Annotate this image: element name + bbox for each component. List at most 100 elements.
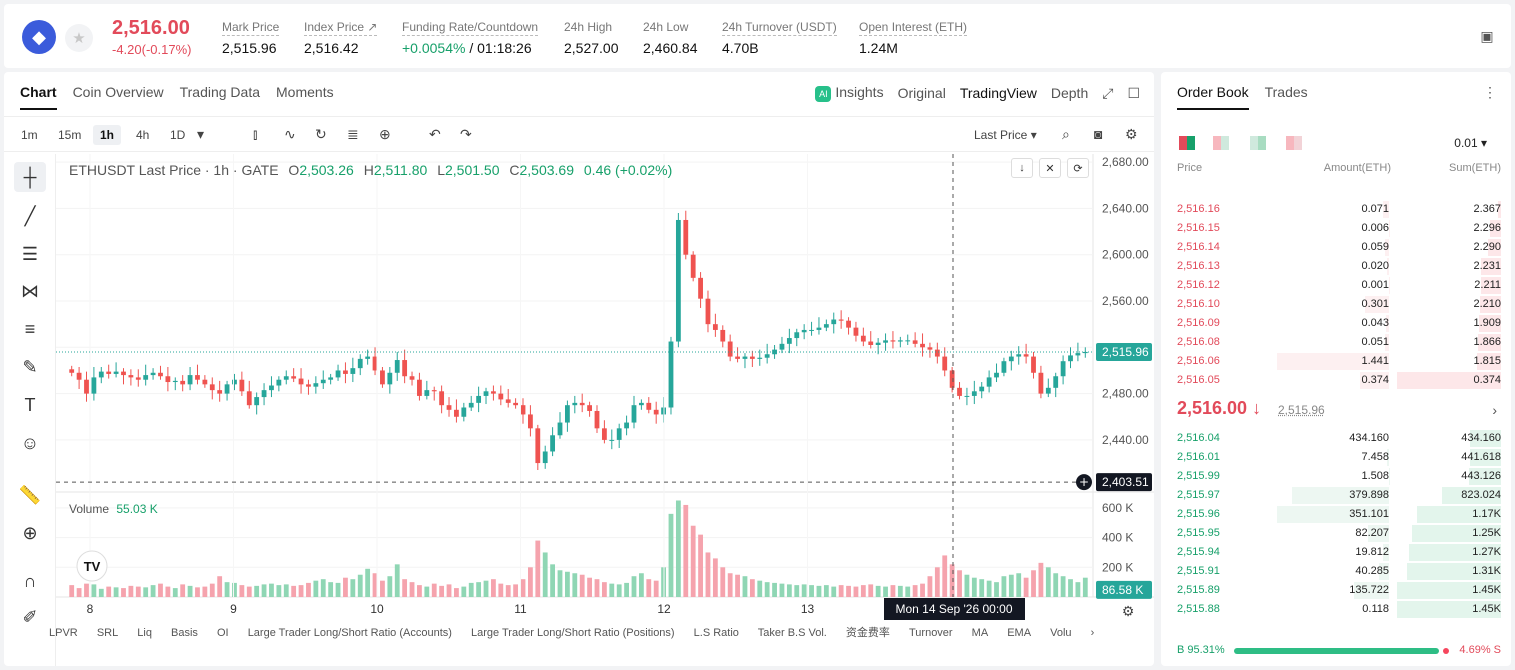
stat-index-price: Index Price ↗ 2,516.42 [304,18,378,56]
bid-sum: 1.31K [1472,565,1501,577]
indicator-item[interactable]: MA [971,627,989,639]
ask-row[interactable]: 2,516.15 0.006 2.296 [1161,219,1511,238]
tab-tradingview[interactable]: TradingView [959,85,1037,101]
indicator-item[interactable]: 资金费率 [845,627,890,639]
tab-coin-overview[interactable]: Coin Overview [72,84,164,100]
crosshair-icon[interactable]: ┼ [14,162,46,192]
fullscreen-icon[interactable]: ☐ [1127,84,1140,101]
horizontal-lines-icon[interactable]: ☰ [21,243,39,264]
indicator-item[interactable]: SRL [96,627,119,639]
tab-moments[interactable]: Moments [276,84,334,100]
gear-icon[interactable]: ⚙ [1125,126,1138,142]
pattern-icon[interactable]: ⋈ [21,280,39,301]
stat-label[interactable]: Funding Rate/Countdown [402,20,539,36]
more-menu-icon[interactable]: ⋮ [1483,84,1497,100]
stat-label[interactable]: Index Price ↗ [304,20,378,36]
notebook-icon[interactable]: ▣ [1480,27,1494,44]
ask-row[interactable]: 2,516.06 1.441 1.815 [1161,352,1511,371]
chevron-right-icon[interactable]: › [1090,627,1095,639]
download-icon[interactable]: ↓ [1011,158,1033,178]
stat-label[interactable]: 24h Turnover (USDT) [722,20,837,36]
bid-row[interactable]: 2,515.91 40.285 1.31K [1161,562,1511,581]
collapse-icon[interactable]: ✕ [1039,158,1061,178]
tab-depth[interactable]: Depth [1050,85,1089,101]
refresh-icon[interactable]: ⟳ [1067,158,1089,178]
bid-row[interactable]: 2,515.88 0.118 1.45K [1161,600,1511,619]
bid-row[interactable]: 2,515.94 19.812 1.27K [1161,543,1511,562]
bid-row[interactable]: 2,515.95 82.207 1.25K [1161,524,1511,543]
fib-icon[interactable]: ≡ [24,318,36,339]
crosshair-time-tag [884,598,1025,620]
ask-row[interactable]: 2,516.13 0.020 2.231 [1161,257,1511,276]
bid-row[interactable]: 2,516.01 7.458 441.618 [1161,448,1511,467]
indicator-item[interactable]: L.S Ratio [693,627,739,639]
bid-row[interactable]: 2,515.97 379.898 823.024 [1161,486,1511,505]
timeframe-dropdown-icon[interactable]: ▾ [197,126,205,142]
indicator-item[interactable]: LPVR [49,627,78,639]
asks-view-icon[interactable] [1213,136,1229,150]
ask-row[interactable]: 2,516.09 0.043 1.909 [1161,314,1511,333]
tab-chart[interactable]: Chart [20,84,57,110]
tab-trades[interactable]: Trades [1264,84,1308,100]
ask-row[interactable]: 2,516.12 0.001 2.211 [1161,276,1511,295]
tab-trading-data[interactable]: Trading Data [179,84,261,100]
replay-icon[interactable]: ↻ [315,126,327,142]
chart-area[interactable]: 8 9 10 11 12 13 2,680.00 2,640.00 2,600.00 2,560.… [56,154,1154,666]
tab-order-book[interactable]: Order Book [1177,84,1249,110]
ask-row[interactable]: 2,516.10 0.301 2.210 [1161,295,1511,314]
ask-row[interactable]: 2,516.14 0.059 2.290 [1161,238,1511,257]
add-alert-icon[interactable]: ⊕ [379,126,391,142]
undo-icon[interactable]: ↶ [429,126,441,142]
insights-button[interactable]: AI Insights [815,84,884,102]
bid-row[interactable]: 2,515.89 135.722 1.45K [1161,581,1511,600]
trendline-icon[interactable]: ╱ [24,205,36,226]
tf-15m[interactable]: 15m [58,128,82,142]
precision-selector[interactable]: 0.01 ▾ [1454,136,1487,150]
brush-icon[interactable]: ✎ [22,356,38,377]
magnet-icon[interactable]: ∩ [23,570,37,591]
indicator-item[interactable]: Taker B.S Vol. [757,627,827,639]
candle-body [853,327,859,336]
templates-icon[interactable]: ≣ [347,126,359,142]
ask-row[interactable]: 2,516.05 0.374 0.374 [1161,371,1511,390]
chevron-right-icon[interactable]: › [1492,402,1497,418]
tab-original[interactable]: Original [897,85,946,101]
candle-type-icon[interactable]: ⫾ [253,126,258,142]
bids-view-icon[interactable] [1250,136,1266,150]
sells-only-view-icon[interactable] [1286,136,1302,150]
ask-row[interactable]: 2,516.08 0.051 1.866 [1161,333,1511,352]
indicator-item[interactable]: Volu [1050,627,1072,639]
search-icon[interactable]: ⌕ [1062,126,1070,142]
stat-label[interactable]: Mark Price [222,20,280,36]
indicator-item[interactable]: Turnover [908,627,953,639]
zoom-in-icon[interactable]: ⊕ [22,522,38,543]
expand-icon[interactable]: ⤢ [1102,84,1114,101]
emoji-icon[interactable]: ☺ [20,432,40,453]
candlestick-chart[interactable]: 8 9 10 11 12 13 2,680.00 2,640.00 2,600.00 2,560.… [56,154,1154,666]
bid-row[interactable]: 2,515.96 351.101 1.17K [1161,505,1511,524]
favorite-star-icon[interactable]: ★ [65,24,93,52]
tf-1d[interactable]: 1D [170,128,186,142]
indicator-item[interactable]: OI [217,627,229,639]
redo-icon[interactable]: ↷ [460,126,472,142]
last-price-selector[interactable]: Last Price ▾ [974,128,1037,142]
indicator-item[interactable]: Basis [171,627,198,639]
tf-1h[interactable]: 1h [93,125,122,145]
indicators-icon[interactable]: ∿ [284,126,296,142]
text-icon[interactable]: T [24,394,36,415]
bid-row[interactable]: 2,516.04 434.160 434.160 [1161,429,1511,448]
indicator-item[interactable]: Liq [137,627,152,639]
both-sides-view-icon[interactable] [1179,136,1195,150]
ask-row[interactable]: 2,516.16 0.071 2.367 [1161,200,1511,219]
camera-icon[interactable]: ◙ [1094,126,1103,142]
ruler-icon[interactable]: 📏 [18,484,42,505]
ask-sum: 2.367 [1473,203,1501,215]
stat-label[interactable]: Open Interest (ETH) [859,20,968,36]
tf-1m[interactable]: 1m [21,128,38,142]
bid-row[interactable]: 2,515.99 1.508 443.126 [1161,467,1511,486]
indicator-item[interactable]: Large Trader Long/Short Ratio (Positions… [470,627,675,639]
tf-4h[interactable]: 4h [136,128,150,142]
indicator-item[interactable]: EMA [1007,627,1032,639]
pencil-lock-icon[interactable]: ✐ [22,606,38,627]
indicator-item[interactable]: Large Trader Long/Short Ratio (Accounts) [247,627,452,639]
